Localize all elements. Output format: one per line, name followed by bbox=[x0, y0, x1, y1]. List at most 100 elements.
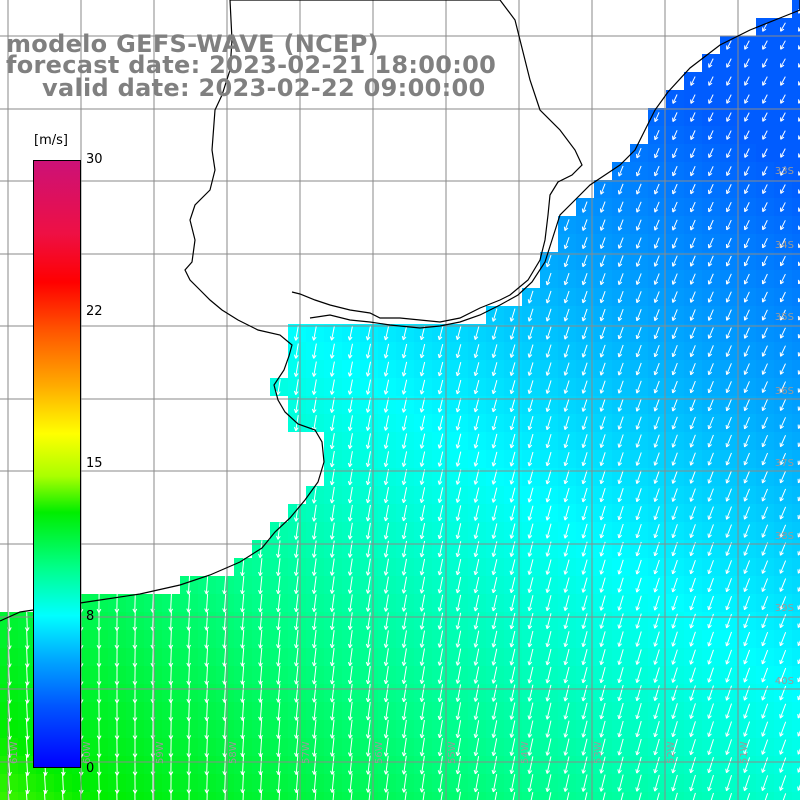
wind-arrow bbox=[779, 667, 787, 683]
wind-arrow bbox=[725, 309, 732, 321]
wind-arrow bbox=[365, 415, 371, 431]
wind-arrow bbox=[258, 558, 263, 577]
wind-arrow bbox=[707, 667, 714, 683]
wind-arrow bbox=[491, 415, 498, 431]
wind-arrow bbox=[761, 596, 769, 611]
wind-arrow bbox=[780, 58, 786, 68]
wind-arrow bbox=[437, 737, 443, 757]
wind-speed-cell bbox=[360, 792, 378, 800]
wind-speed-cell bbox=[414, 792, 432, 800]
wind-arrow bbox=[743, 775, 751, 792]
wind-arrow bbox=[545, 505, 552, 521]
wind-arrow bbox=[473, 559, 480, 576]
wind-arrow bbox=[509, 398, 516, 413]
wind-arrow bbox=[743, 291, 750, 303]
wind-arrow bbox=[258, 737, 263, 757]
wind-arrow bbox=[779, 309, 786, 321]
wind-arrow bbox=[293, 504, 299, 522]
wind-arrow bbox=[635, 452, 642, 466]
wind-arrow bbox=[617, 326, 624, 340]
wind-arrow bbox=[744, 184, 750, 195]
wind-arrow bbox=[276, 522, 281, 540]
wind-arrow bbox=[707, 380, 714, 394]
wind-arrow bbox=[599, 702, 606, 720]
wind-arrow bbox=[617, 559, 624, 575]
wind-arrow bbox=[689, 703, 696, 719]
wind-arrow bbox=[455, 594, 462, 612]
wind-arrow bbox=[347, 576, 353, 594]
wind-arrow bbox=[617, 488, 624, 503]
wind-arrow bbox=[419, 343, 426, 359]
wind-arrow bbox=[563, 487, 570, 503]
wind-arrow bbox=[779, 632, 787, 647]
wind-arrow bbox=[455, 415, 462, 431]
wind-arrow bbox=[509, 774, 516, 793]
wind-arrow bbox=[743, 381, 750, 394]
wind-arrow bbox=[779, 506, 787, 520]
wind-arrow bbox=[761, 381, 768, 393]
wind-arrow bbox=[350, 791, 353, 800]
wind-arrow bbox=[329, 397, 335, 413]
wind-arrow bbox=[779, 452, 787, 466]
wind-speed-cell bbox=[792, 450, 800, 468]
wind-arrow bbox=[581, 559, 588, 575]
wind-arrow bbox=[761, 291, 768, 303]
wind-arrow bbox=[401, 451, 408, 467]
wind-arrow bbox=[761, 417, 768, 430]
wind-arrow bbox=[473, 451, 480, 467]
wind-arrow bbox=[581, 631, 588, 648]
wind-arrow bbox=[671, 595, 678, 611]
wind-arrow bbox=[401, 558, 408, 576]
wind-arrow bbox=[726, 112, 732, 122]
wind-arrow bbox=[708, 58, 714, 68]
wind-arrow bbox=[617, 344, 624, 358]
wind-speed-cell bbox=[756, 792, 774, 800]
wind-arrow bbox=[422, 791, 425, 800]
wind-arrow bbox=[419, 469, 426, 485]
wind-arrow bbox=[635, 273, 642, 285]
wind-arrow bbox=[383, 504, 389, 522]
wind-arrow bbox=[635, 362, 642, 376]
wind-arrow bbox=[779, 560, 787, 574]
wind-arrow bbox=[671, 703, 678, 720]
wind-arrow bbox=[761, 506, 769, 520]
wind-arrow bbox=[527, 630, 534, 648]
wind-arrow bbox=[401, 773, 407, 793]
wind-speed-cell bbox=[792, 162, 800, 180]
wind-arrow bbox=[581, 308, 588, 322]
wind-arrow bbox=[509, 738, 516, 756]
wind-arrow bbox=[347, 648, 353, 667]
wind-arrow bbox=[707, 542, 714, 557]
wind-arrow bbox=[311, 504, 317, 522]
wind-arrow bbox=[599, 595, 606, 611]
wind-arrow bbox=[222, 629, 227, 649]
wind-arrow bbox=[761, 255, 768, 267]
wind-arrow bbox=[329, 486, 335, 504]
wind-arrow bbox=[779, 363, 786, 375]
wind-speed-cell bbox=[594, 792, 612, 800]
wind-arrow bbox=[797, 351, 800, 357]
wind-arrow bbox=[491, 702, 498, 720]
wind-arrow bbox=[222, 647, 227, 667]
wind-arrow bbox=[25, 790, 28, 800]
wind-arrow bbox=[599, 290, 606, 304]
wind-speed-cell bbox=[378, 792, 396, 800]
wind-arrow bbox=[401, 594, 407, 612]
wind-arrow bbox=[599, 738, 606, 756]
wind-arrow bbox=[707, 201, 714, 213]
wind-arrow bbox=[707, 273, 714, 285]
wind-arrow bbox=[347, 361, 353, 377]
wind-arrow bbox=[329, 433, 335, 450]
wind-arrow bbox=[347, 433, 353, 450]
wind-arrow bbox=[635, 470, 642, 484]
wind-arrow bbox=[798, 207, 800, 212]
wind-arrow bbox=[545, 577, 552, 593]
wind-arrow bbox=[761, 578, 769, 592]
wind-arrow bbox=[383, 701, 389, 721]
wind-speed-cell bbox=[792, 558, 800, 576]
wind-speed-cell bbox=[792, 666, 800, 684]
wind-arrow bbox=[527, 362, 534, 376]
wind-arrow bbox=[293, 540, 299, 558]
wind-arrow bbox=[455, 344, 462, 359]
wind-arrow bbox=[653, 774, 660, 792]
